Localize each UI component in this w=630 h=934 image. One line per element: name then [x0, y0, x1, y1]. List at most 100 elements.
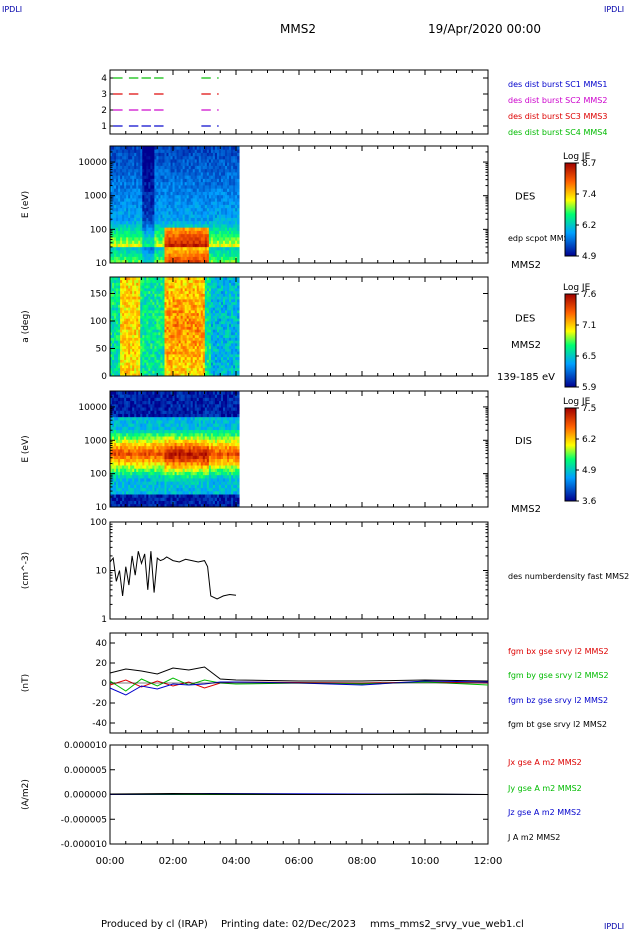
des-pitch-cell — [110, 301, 113, 305]
des-pitch-cell — [176, 370, 180, 374]
des-pitch-cell — [204, 277, 208, 281]
des-energy-cell — [188, 237, 192, 241]
des-energy-cell — [114, 185, 117, 189]
des-pitch-cell — [160, 354, 163, 358]
des-energy-cell — [110, 188, 113, 192]
des-energy-cell — [122, 214, 125, 218]
des-pitch-cell — [235, 290, 238, 294]
des-energy-cell — [126, 243, 129, 248]
des-energy-cell — [227, 217, 230, 222]
des-pitch-cell — [227, 318, 230, 322]
des-energy-cell — [196, 233, 200, 238]
des-pitch-cell — [120, 345, 123, 349]
des-pitch-cell — [174, 329, 177, 333]
des-pitch-cell — [116, 351, 119, 355]
des-energy-cell — [138, 217, 141, 222]
des-pitch-ytick-label: 100 — [90, 317, 107, 327]
des-energy-cell — [180, 172, 184, 176]
des-energy-cell — [132, 188, 135, 192]
des-pitch-cell — [112, 365, 115, 369]
des-energy-cell — [214, 240, 218, 244]
des-energy-cell — [170, 240, 173, 244]
des-pitch-cell — [206, 296, 210, 300]
des-pitch-cell — [140, 362, 143, 366]
des-energy-cell — [198, 240, 202, 244]
des-energy-cell — [170, 162, 173, 166]
des-pitch-cell — [146, 279, 149, 283]
des-energy-cell — [210, 227, 214, 231]
des-energy-cell — [152, 168, 155, 173]
des-pitch-cell — [142, 285, 145, 289]
des-pitch-cell — [110, 321, 113, 325]
des-energy-cell — [202, 227, 206, 231]
des-pitch-cell — [208, 354, 212, 358]
des-pitch-cell — [188, 348, 192, 352]
des-energy-cell — [118, 172, 121, 176]
des-energy-cell — [144, 201, 147, 205]
des-energy-cell — [225, 159, 228, 163]
des-pitch-cell — [140, 293, 143, 297]
des-energy-cell — [168, 259, 171, 264]
des-energy-cell — [188, 178, 192, 183]
des-pitch-cell — [180, 307, 184, 311]
des-energy-cell — [164, 191, 167, 196]
des-energy-cell — [150, 256, 153, 261]
des-pitch-cell — [229, 334, 232, 338]
des-energy-cell — [122, 220, 125, 225]
des-pitch-cell — [130, 362, 133, 366]
des-pitch-cell — [112, 277, 115, 281]
des-energy-cell — [172, 152, 175, 157]
des-pitch-cell — [176, 329, 180, 333]
des-pitch-cell — [168, 288, 171, 292]
des-energy-cell — [162, 159, 165, 163]
des-energy-cell — [231, 155, 234, 160]
des-pitch-cell — [160, 296, 163, 300]
des-energy-cell — [150, 233, 153, 238]
des-pitch-cell — [126, 362, 129, 366]
des-energy-cell — [124, 172, 127, 176]
des-pitch-cell — [235, 304, 238, 308]
des-pitch-cell — [130, 301, 133, 305]
des-pitch-cell — [216, 304, 220, 308]
des-pitch-cell — [206, 348, 210, 352]
des-energy-cell — [114, 233, 117, 238]
des-pitch-cell — [116, 348, 119, 352]
des-pitch-cell — [190, 332, 194, 336]
des-energy-cell — [136, 224, 139, 228]
des-energy-cell — [138, 220, 141, 225]
des-energy-cell — [178, 207, 182, 212]
des-pitch-cell — [225, 288, 228, 292]
des-pitch-cell — [227, 285, 230, 289]
des-energy-cell — [164, 227, 167, 231]
des-pitch-cell — [118, 318, 121, 322]
des-energy-cell — [160, 178, 163, 183]
des-pitch-cell — [116, 354, 119, 358]
des-pitch-cell — [227, 326, 230, 330]
des-energy-cell — [152, 172, 155, 176]
des-pitch-cell — [225, 277, 228, 281]
des-energy-cell — [174, 259, 177, 264]
des-pitch-cell — [132, 307, 135, 311]
des-energy-cell — [192, 250, 196, 254]
des-energy-cell — [170, 220, 173, 225]
des-pitch-cell — [154, 285, 157, 289]
des-pitch-cell — [166, 293, 169, 297]
des-pitch-cell — [130, 345, 133, 349]
des-pitch-cell — [110, 285, 113, 289]
des-pitch-cell — [188, 285, 192, 289]
des-energy-cell — [190, 155, 194, 160]
des-energy-cell — [162, 194, 165, 199]
des-energy-cell — [223, 230, 226, 235]
des-pitch-cell — [174, 277, 177, 281]
des-energy-cell — [182, 237, 186, 241]
des-energy-cell — [138, 233, 141, 238]
des-energy-cell — [148, 168, 151, 173]
des-energy-cell — [126, 224, 129, 228]
des-pitch-cell — [156, 290, 159, 294]
des-energy-cell — [134, 259, 137, 264]
des-energy-cell — [172, 230, 175, 235]
des-pitch-cell — [210, 326, 214, 330]
des-energy-cell — [231, 188, 234, 192]
des-energy-cell — [231, 246, 234, 251]
des-pitch-cell — [144, 343, 147, 347]
